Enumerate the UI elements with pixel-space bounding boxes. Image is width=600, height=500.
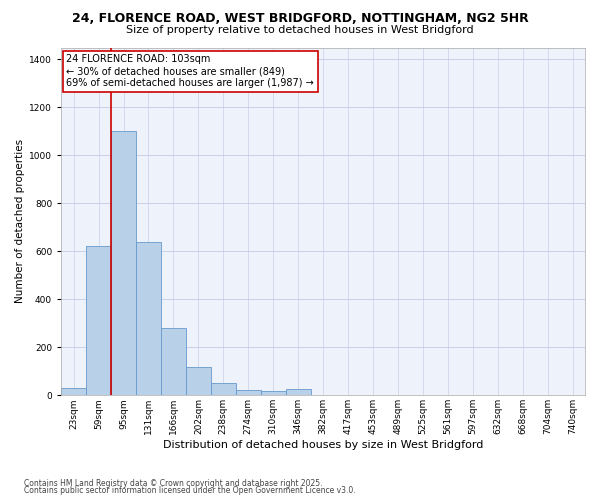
Bar	[161, 328, 186, 396]
X-axis label: Distribution of detached houses by size in West Bridgford: Distribution of detached houses by size …	[163, 440, 483, 450]
Bar	[186, 366, 211, 396]
Bar	[136, 242, 161, 396]
Text: Contains public sector information licensed under the Open Government Licence v3: Contains public sector information licen…	[24, 486, 356, 495]
Text: 24 FLORENCE ROAD: 103sqm
← 30% of detached houses are smaller (849)
69% of semi-: 24 FLORENCE ROAD: 103sqm ← 30% of detach…	[67, 54, 314, 88]
Text: Size of property relative to detached houses in West Bridgford: Size of property relative to detached ho…	[126, 25, 474, 35]
Text: 24, FLORENCE ROAD, WEST BRIDGFORD, NOTTINGHAM, NG2 5HR: 24, FLORENCE ROAD, WEST BRIDGFORD, NOTTI…	[71, 12, 529, 26]
Bar	[286, 390, 311, 396]
Bar	[236, 390, 261, 396]
Bar	[261, 391, 286, 396]
Bar	[211, 384, 236, 396]
Text: Contains HM Land Registry data © Crown copyright and database right 2025.: Contains HM Land Registry data © Crown c…	[24, 478, 323, 488]
Bar	[86, 246, 111, 396]
Bar	[111, 132, 136, 396]
Y-axis label: Number of detached properties: Number of detached properties	[15, 140, 25, 304]
Bar	[61, 388, 86, 396]
